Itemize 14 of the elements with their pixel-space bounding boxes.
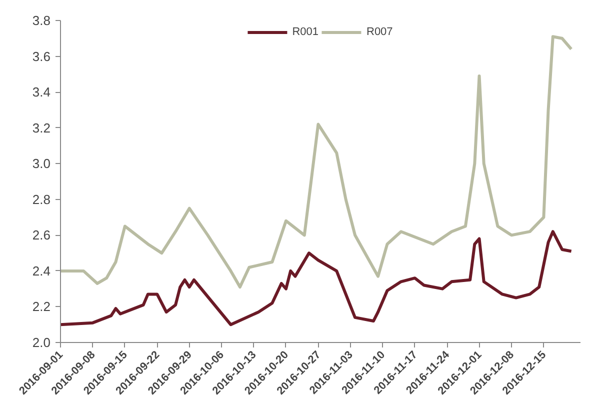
y-tick-label: 3.2 bbox=[32, 120, 51, 136]
y-tick-label: 3.6 bbox=[32, 48, 51, 64]
y-tick-label: 3.4 bbox=[32, 84, 51, 100]
y-tick-label: 2.8 bbox=[32, 192, 51, 207]
y-tick-label: 2.2 bbox=[32, 299, 51, 314]
line-series bbox=[60, 35, 573, 289]
legend-label: R007 bbox=[366, 26, 393, 38]
y-tick-label: 3.8 bbox=[32, 13, 51, 28]
y-tick-label: 2.4 bbox=[32, 263, 51, 278]
y-tick-label: 2.6 bbox=[32, 228, 51, 243]
y-tick-label: 2.0 bbox=[32, 335, 51, 350]
y-tick-label: 3.0 bbox=[32, 156, 51, 172]
line-series bbox=[60, 230, 573, 326]
legend-label: R001 bbox=[292, 26, 318, 38]
